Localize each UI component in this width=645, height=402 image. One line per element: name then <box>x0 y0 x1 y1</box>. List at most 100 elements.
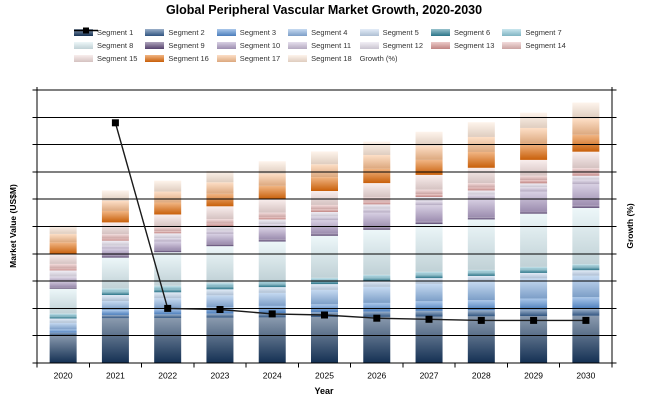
growth-marker <box>373 314 381 322</box>
bar-segment <box>258 227 286 240</box>
bar-segment <box>311 191 338 205</box>
bar-segment <box>258 185 286 200</box>
x-tick-label: 2020 <box>54 371 73 381</box>
bar-segment <box>467 316 495 363</box>
bar-segment <box>154 285 182 290</box>
bar-segment <box>520 269 548 273</box>
bar-segment <box>520 183 548 188</box>
bar-segment <box>572 172 600 176</box>
x-axis-title: Year <box>314 386 334 396</box>
bar-segment <box>363 204 391 209</box>
bar-segment <box>467 300 495 311</box>
bar-segment <box>154 238 182 242</box>
bar-segment <box>467 190 495 195</box>
legend-swatch <box>359 42 379 49</box>
bar-segment <box>154 191 182 203</box>
legend-item: Segment 18 <box>288 52 359 65</box>
legend-label: Segment 1 <box>97 28 134 37</box>
bar-segment <box>101 248 129 256</box>
bar-segment <box>520 187 548 192</box>
bar-segment <box>311 280 338 285</box>
bar-segment <box>415 201 443 206</box>
bar-segment <box>258 292 286 306</box>
bar-segment <box>311 216 338 221</box>
bar-segment <box>572 308 600 316</box>
growth-marker <box>321 311 328 319</box>
bar-segment <box>363 227 391 230</box>
bar-segment <box>206 246 234 283</box>
bar-segment <box>49 287 77 289</box>
bar-segment <box>154 252 182 286</box>
legend-label: Segment 12 <box>382 41 424 50</box>
growth-line-icon <box>74 27 98 34</box>
bar-segment <box>520 266 548 270</box>
legend-item: Segment 14 <box>502 39 573 52</box>
bar-segment <box>258 219 286 225</box>
bar-segment <box>572 297 600 309</box>
bar-segment <box>311 233 338 236</box>
legend-swatch <box>502 42 522 49</box>
bar-segment <box>572 175 600 180</box>
bar-segment <box>49 334 77 363</box>
legend-label: Segment 8 <box>97 41 134 50</box>
bar-segment <box>467 272 495 276</box>
bar-segment <box>206 282 234 287</box>
bar-segment <box>258 212 286 217</box>
legend: Segment 1 Segment 2 Segment 3 Segment 4 Segm… <box>74 26 574 65</box>
legend-swatch <box>145 55 165 62</box>
bar-segment <box>101 245 129 249</box>
legend-swatch <box>145 42 165 49</box>
bar-segment <box>363 311 391 317</box>
legend-item-growth: Growth (%) <box>74 27 431 65</box>
bar-segment <box>101 314 129 319</box>
bar-segment <box>206 313 234 318</box>
bar-segment <box>363 154 391 169</box>
bar-segment <box>363 316 391 363</box>
bar-segment <box>311 209 338 213</box>
bar-segment <box>572 264 600 267</box>
bar-segment <box>520 143 548 160</box>
bar-segment <box>258 216 286 220</box>
bar-segment <box>363 302 391 312</box>
bar-segment <box>363 212 391 228</box>
legend-swatch <box>145 29 165 36</box>
bar-segment <box>49 242 77 255</box>
bar-segment <box>572 151 600 169</box>
legend-label: Segment 5 <box>382 28 419 37</box>
bar-segment <box>311 277 338 281</box>
bar-segment <box>49 313 77 317</box>
bar-segment <box>154 231 182 234</box>
legend-item: Segment 8 <box>74 39 145 52</box>
legend-label: Segment 16 <box>168 54 209 63</box>
bar-segment <box>520 298 548 310</box>
legend-item: Segment 13 <box>430 39 502 52</box>
bar-segment <box>101 234 129 239</box>
bar-segment <box>101 190 129 201</box>
growth-line <box>114 122 586 322</box>
bar-segment <box>467 198 495 218</box>
bar-segment <box>206 225 234 231</box>
bar-segment <box>520 278 548 299</box>
bar-segment <box>258 224 286 228</box>
bar-segment <box>154 180 182 192</box>
bar-segment <box>49 270 77 277</box>
bar-segment <box>415 283 443 302</box>
bar-segment <box>101 301 129 311</box>
chart-title: Global Peripheral Vascular Market Growth… <box>165 3 483 17</box>
bar-segment <box>49 322 77 330</box>
growth-marker <box>216 306 224 313</box>
y-axis-title: Market Value (US$M) <box>8 184 18 268</box>
bar-segment <box>363 274 391 278</box>
growth-marker <box>164 304 172 312</box>
bar-segment <box>415 174 443 190</box>
bar-segment <box>572 168 600 173</box>
bar-segment <box>311 204 338 210</box>
bar-segment <box>206 286 234 290</box>
bar-segment <box>467 194 495 199</box>
bar-segment <box>101 318 129 363</box>
bar-segment <box>520 175 548 181</box>
legend-item: Segment 9 <box>145 39 216 52</box>
bar-segment <box>206 243 234 247</box>
bar-segment <box>101 255 129 258</box>
legend-item: Segment 4 <box>288 26 359 39</box>
